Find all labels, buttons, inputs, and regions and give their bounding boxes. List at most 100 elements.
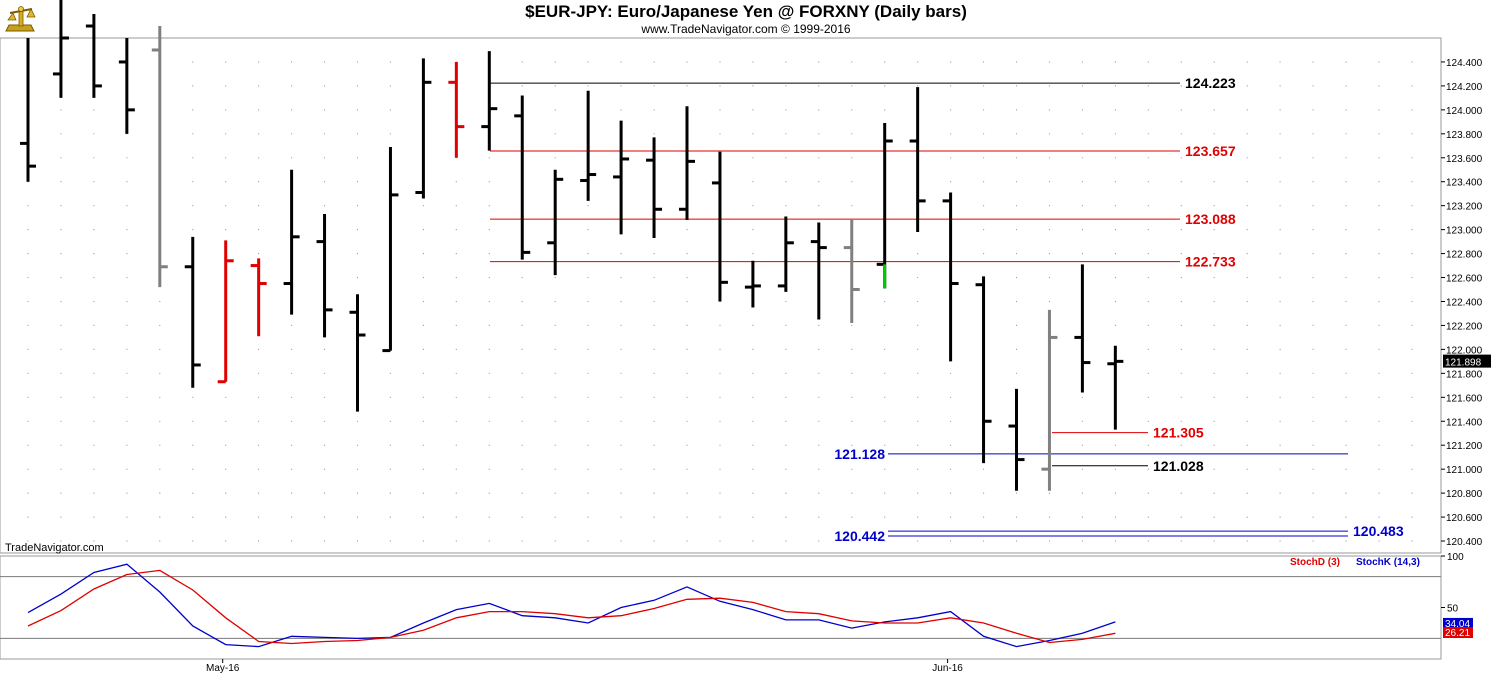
grid-dot <box>1378 420 1380 422</box>
grid-dot <box>323 420 326 422</box>
grid-dot <box>93 516 95 518</box>
grid-dot <box>1213 396 1215 398</box>
grid-dot <box>983 229 985 231</box>
grid-dot <box>455 324 457 326</box>
ohlc-bar <box>118 38 135 134</box>
grid-dot <box>653 109 655 111</box>
grid-dot <box>159 372 161 374</box>
grid-dot <box>258 516 260 518</box>
grid-dot <box>1147 396 1149 398</box>
grid-dot <box>620 396 622 398</box>
grid-dot <box>1279 205 1281 207</box>
grid-dot <box>1015 109 1018 111</box>
grid-dot <box>1147 492 1149 494</box>
grid-dot <box>1345 253 1347 255</box>
grid-dot <box>1015 372 1018 374</box>
ohlc-bar <box>580 90 597 201</box>
grid-dot <box>60 157 62 159</box>
grid-dot <box>1081 229 1083 231</box>
grid-dot <box>1147 205 1149 207</box>
grid-dot <box>291 157 293 159</box>
grid-dot <box>159 348 161 350</box>
grid-dot <box>719 420 721 422</box>
grid-dot <box>159 540 161 542</box>
grid-dot <box>851 516 853 518</box>
grid-dot <box>356 253 359 255</box>
grid-dot <box>1345 492 1347 494</box>
grid-dot <box>258 85 260 87</box>
grid-dot <box>818 157 820 159</box>
grid-dot <box>1147 109 1149 111</box>
grid-dot <box>785 372 787 374</box>
grid-dot <box>752 61 754 63</box>
grid-dot <box>291 109 293 111</box>
grid-dot <box>983 133 985 135</box>
ohlc-bar <box>711 151 728 302</box>
grid-dot <box>1279 444 1281 446</box>
level-label: 121.305 <box>1153 425 1204 441</box>
grid-dot <box>818 444 820 446</box>
grid-dot <box>93 205 95 207</box>
grid-dot <box>1246 540 1248 542</box>
grid-dot <box>1015 276 1018 279</box>
grid-dot <box>356 133 359 135</box>
grid-dot <box>554 85 556 87</box>
y-axis-tick-label: 120.800 <box>1446 489 1483 500</box>
grid-dot <box>653 372 655 374</box>
grid-dot <box>1114 109 1116 111</box>
grid-dot <box>1411 516 1413 518</box>
grid-dot <box>389 516 391 518</box>
grid-dot <box>1411 372 1413 374</box>
y-axis-tick-label: 124.400 <box>1446 58 1483 69</box>
grid-dot <box>719 516 721 518</box>
grid-dot <box>60 396 62 398</box>
grid-dot <box>1048 109 1051 111</box>
grid-dot <box>93 181 95 183</box>
level-label: 121.128 <box>834 446 885 462</box>
grid-dot <box>950 157 952 159</box>
grid-dot <box>1411 229 1413 231</box>
stochastic-lines <box>27 563 1116 648</box>
grid-dot <box>620 276 622 279</box>
grid-dot <box>422 492 424 494</box>
grid-dot <box>1345 276 1347 279</box>
grid-dot <box>258 396 260 398</box>
y-axis-tick-label: 123.000 <box>1446 226 1483 237</box>
grid-dot <box>950 133 952 135</box>
grid-dot <box>323 61 326 63</box>
grid-dot <box>1312 396 1314 398</box>
grid-dot <box>1114 324 1116 326</box>
grid-dot <box>126 372 128 374</box>
grid-dot <box>455 372 457 374</box>
grid-dot <box>1081 540 1083 542</box>
grid-dot <box>785 157 787 159</box>
grid-dot <box>1213 468 1215 470</box>
grid-dot <box>488 276 490 279</box>
grid-dot <box>1213 420 1215 422</box>
grid-dot <box>1048 157 1051 159</box>
y-axis-tick-label: 120.400 <box>1446 537 1483 548</box>
grid-dot <box>1180 61 1182 63</box>
grid-dot <box>60 109 62 111</box>
grid-dot <box>323 516 326 518</box>
grid-dot <box>1312 300 1314 303</box>
grid-dot <box>93 300 95 303</box>
grid-dot <box>1015 133 1018 135</box>
grid-dot <box>851 324 853 326</box>
grid-dot <box>1180 253 1182 255</box>
grid-dot <box>818 109 820 111</box>
grid-dot <box>258 157 260 159</box>
grid-dot <box>587 85 589 87</box>
ohlc-bar <box>909 87 926 233</box>
grid-dot <box>1345 516 1347 518</box>
grid-dot <box>1411 181 1413 183</box>
grid-dot <box>752 157 754 159</box>
grid-dot <box>620 348 622 350</box>
grid-dot <box>1345 157 1347 159</box>
grid-dot <box>60 468 62 470</box>
grid-dot <box>1345 300 1347 303</box>
grid-dot <box>356 205 359 207</box>
grid-dot <box>1345 444 1347 446</box>
grid-dot <box>917 396 919 398</box>
ohlc-bar <box>250 258 267 337</box>
